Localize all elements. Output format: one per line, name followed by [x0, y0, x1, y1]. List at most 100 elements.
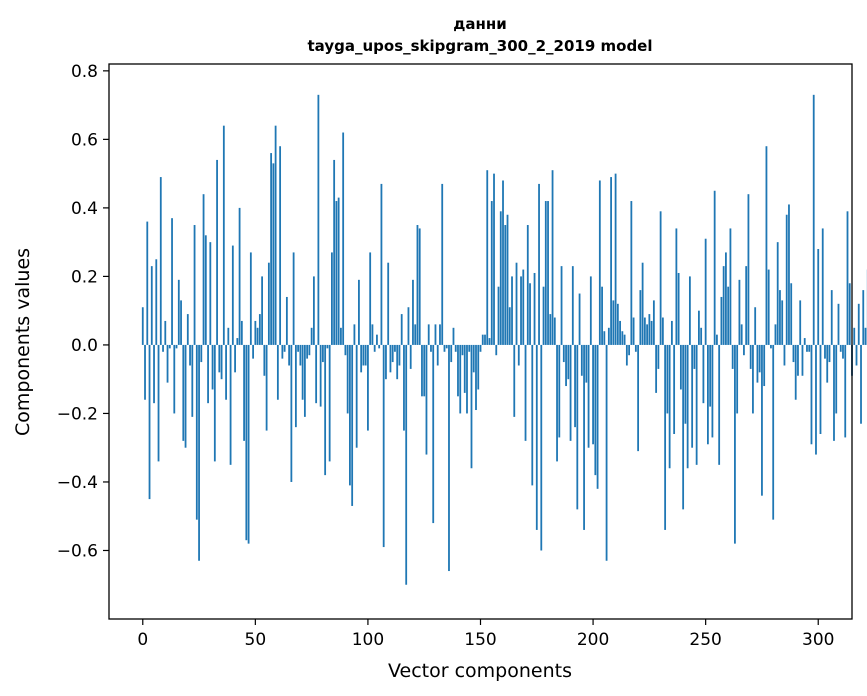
bar — [285, 296, 288, 345]
bar — [641, 262, 644, 345]
bar — [648, 314, 651, 345]
bar — [655, 344, 658, 393]
y-tick-label: 0.0 — [71, 336, 98, 356]
bar — [335, 201, 338, 345]
bar — [826, 344, 829, 383]
bar — [488, 338, 491, 345]
bar — [168, 344, 171, 349]
bar — [443, 344, 446, 352]
chart-subtitle: tayga_upos_skipgram_300_2_2019 model — [308, 37, 653, 55]
bar — [592, 344, 594, 445]
bar — [549, 314, 552, 345]
bar — [360, 344, 363, 373]
bar — [819, 344, 822, 434]
bar — [830, 290, 833, 345]
bar — [862, 290, 865, 345]
bar — [463, 344, 466, 393]
bar — [848, 283, 851, 345]
bar — [310, 327, 313, 345]
bar — [817, 249, 820, 345]
bar — [621, 331, 624, 345]
bar — [589, 276, 592, 345]
bar — [177, 279, 180, 345]
bar — [256, 327, 259, 345]
bar — [207, 344, 209, 404]
bar — [673, 344, 676, 434]
bar — [833, 344, 835, 441]
bar — [231, 245, 234, 345]
bar — [855, 344, 858, 366]
bar — [229, 344, 232, 465]
bar — [180, 300, 182, 345]
bar — [186, 314, 189, 345]
bar — [461, 344, 464, 356]
bar — [454, 344, 457, 352]
bar — [515, 262, 518, 345]
bar — [585, 344, 588, 383]
bar — [506, 214, 509, 345]
bar — [218, 344, 221, 373]
bar — [864, 327, 867, 345]
bar — [184, 344, 187, 448]
bars-group — [141, 94, 867, 585]
bar — [670, 320, 673, 345]
bar — [702, 344, 705, 404]
bar — [574, 344, 576, 428]
bar — [182, 344, 185, 441]
bar — [765, 146, 768, 345]
bar — [344, 344, 347, 356]
bar — [756, 344, 759, 383]
bar — [434, 324, 437, 345]
bar — [445, 344, 448, 349]
bar — [625, 344, 628, 366]
bar — [457, 344, 459, 397]
bar — [202, 194, 205, 345]
bar — [815, 344, 817, 455]
bar — [688, 276, 691, 345]
bar — [517, 344, 520, 366]
bar — [605, 344, 608, 561]
bar — [502, 180, 504, 345]
bar — [407, 307, 410, 345]
bar — [544, 201, 547, 345]
bar — [801, 344, 804, 376]
bar — [612, 300, 615, 345]
bar — [752, 344, 754, 414]
y-tick-label: 0.6 — [71, 130, 98, 150]
bar — [709, 344, 712, 407]
bar — [171, 218, 173, 345]
bar — [146, 221, 149, 345]
bar — [380, 183, 383, 345]
bar — [371, 324, 374, 345]
bar — [650, 320, 653, 345]
bar — [249, 252, 252, 345]
bar — [328, 344, 331, 462]
bar — [389, 344, 392, 373]
y-tick-label: −0.2 — [57, 404, 98, 424]
bar — [358, 279, 360, 345]
bar — [222, 125, 225, 345]
bar — [448, 344, 450, 572]
y-axis-label: Components values — [12, 248, 34, 436]
bar — [297, 344, 300, 352]
bar — [556, 344, 558, 462]
bar — [144, 344, 146, 400]
bar — [596, 344, 599, 489]
bar — [839, 344, 842, 352]
bar — [783, 344, 786, 366]
bar — [812, 94, 815, 345]
bar — [195, 344, 198, 520]
bar — [148, 344, 151, 500]
bar — [499, 211, 502, 345]
bar — [240, 320, 243, 345]
bar — [189, 344, 191, 366]
bar — [387, 262, 390, 345]
bar — [713, 190, 716, 345]
bar — [743, 344, 745, 356]
bar — [267, 262, 270, 345]
bar — [175, 344, 178, 349]
bar — [844, 344, 847, 438]
bar — [792, 344, 795, 363]
bar — [643, 317, 646, 345]
bar — [439, 324, 441, 345]
